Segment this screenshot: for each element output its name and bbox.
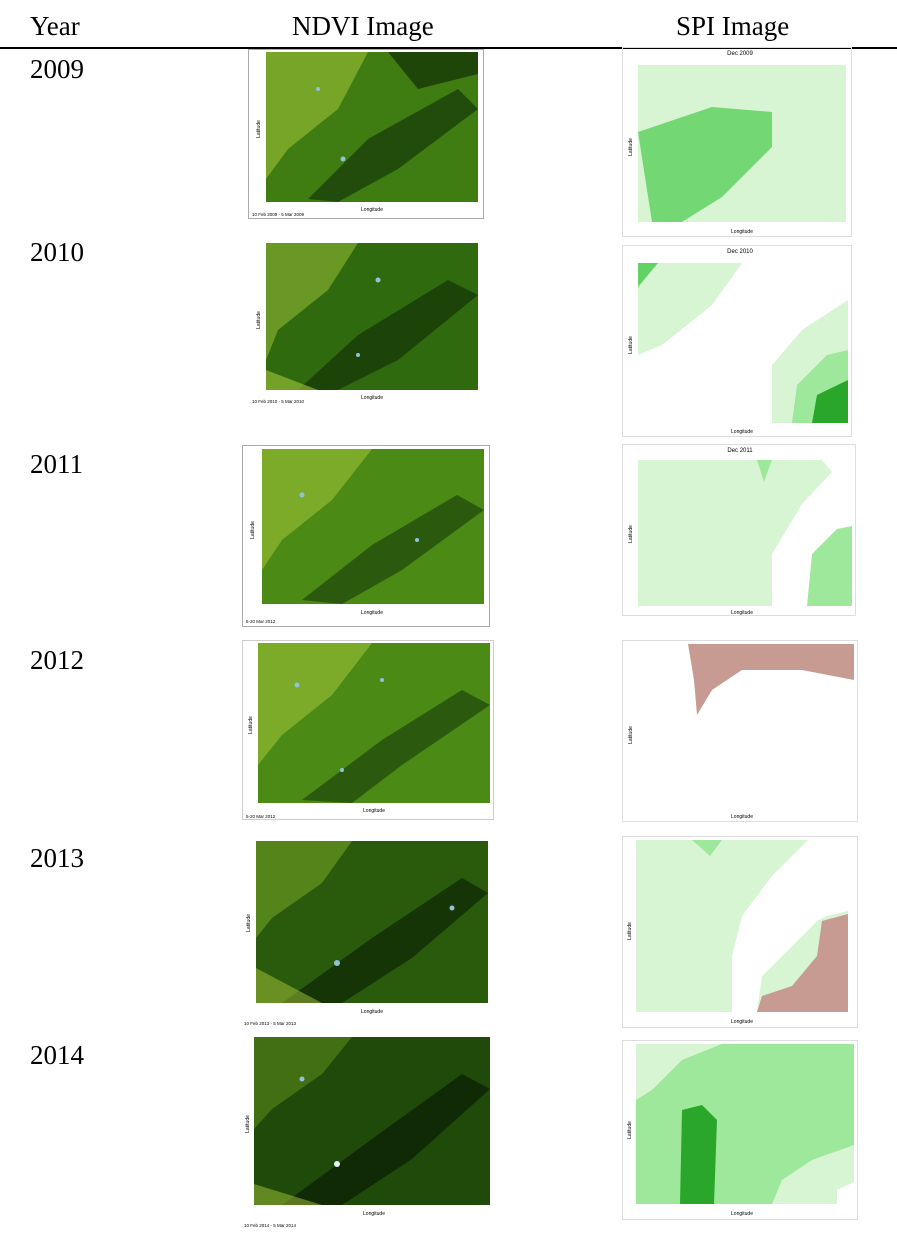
x-axis-label: Longitude	[731, 814, 753, 820]
x-axis-label: Longitude	[731, 1211, 753, 1217]
y-axis-label: Latitude	[628, 726, 634, 744]
ndvi-caption: 10 Feb 2009 - 5 Mar 2009	[252, 212, 305, 217]
spi-image-2010: Dec 2010 Longitude Latitude	[622, 245, 852, 437]
spi-title: Dec 2010	[727, 249, 753, 255]
ndvi-caption: 5-20 Mar 2012	[246, 814, 276, 819]
ndvi-image-2009: Longitude Latitude 10 Feb 2009 - 5 Mar 2…	[248, 49, 484, 219]
x-axis-label: Longitude	[731, 429, 753, 435]
ndvi-caption: 10 Feb 2013 - 5 Mar 2013	[244, 1021, 297, 1026]
ndvi-image-2012: Longitude Latitude 5-20 Mar 2012	[242, 640, 494, 820]
ndvi-caption: 5-20 Mar 2012	[246, 619, 276, 624]
spi-title: Dec 2009	[727, 51, 753, 57]
x-axis-label: Longitude	[361, 395, 383, 401]
ndvi-image-2010: Longitude Latitude 10 Feb 2010 - 5 Mar 2…	[248, 240, 484, 405]
spi-image-2013: Longitude Latitude	[622, 836, 858, 1028]
x-axis-label: Longitude	[731, 229, 753, 235]
y-axis-label: Latitude	[256, 311, 262, 329]
spi-image-2009: Dec 2009 Longitude Latitude	[622, 47, 852, 237]
header-spi-image: SPI Image	[676, 11, 790, 41]
x-axis-label: Longitude	[731, 1019, 753, 1025]
spi-image-2014: Longitude Latitude	[622, 1040, 858, 1220]
year-2012: 2012	[30, 645, 84, 675]
y-axis-label: Latitude	[628, 525, 634, 543]
y-axis-label: Latitude	[246, 914, 252, 932]
ndvi-image-2011: Longitude Latitude 5-20 Mar 2012	[242, 445, 490, 627]
header-rule	[0, 47, 897, 49]
spi-image-2011: Dec 2011 Longitude Latitude	[622, 444, 856, 616]
x-axis-label: Longitude	[361, 610, 383, 616]
header-ndvi-image: NDVI Image	[292, 11, 434, 41]
x-axis-label: Longitude	[361, 1009, 383, 1015]
header-year: Year	[30, 11, 80, 41]
year-2009: 2009	[30, 54, 84, 84]
ndvi-caption: 10 Feb 2010 - 5 Mar 2010	[252, 399, 305, 404]
y-axis-label: Latitude	[250, 521, 256, 539]
year-2013: 2013	[30, 843, 84, 873]
y-axis-label: Latitude	[628, 138, 634, 156]
ndvi-image-2013: Longitude Latitude 10 Feb 2013 - 5 Mar 2…	[242, 838, 492, 1028]
x-axis-label: Longitude	[363, 1211, 385, 1217]
ndvi-image-2014: Longitude Latitude 10 Feb 2014 - 5 Mar 2…	[242, 1034, 494, 1230]
y-axis-label: Latitude	[628, 336, 634, 354]
spi-title: Dec 2011	[727, 448, 753, 454]
x-axis-label: Longitude	[363, 808, 385, 814]
y-axis-label: Latitude	[245, 1115, 251, 1133]
y-axis-label: Latitude	[248, 716, 254, 734]
year-2010: 2010	[30, 237, 84, 267]
y-axis-label: Latitude	[627, 1121, 633, 1139]
ndvi-caption: 10 Feb 2014 - 5 Mar 2014	[244, 1223, 297, 1228]
x-axis-label: Longitude	[731, 610, 753, 616]
spi-image-2012: Longitude Latitude	[622, 640, 858, 822]
year-2011: 2011	[30, 449, 83, 479]
y-axis-label: Latitude	[627, 922, 633, 940]
y-axis-label: Latitude	[256, 120, 262, 138]
x-axis-label: Longitude	[361, 207, 383, 213]
year-2014: 2014	[30, 1040, 84, 1070]
